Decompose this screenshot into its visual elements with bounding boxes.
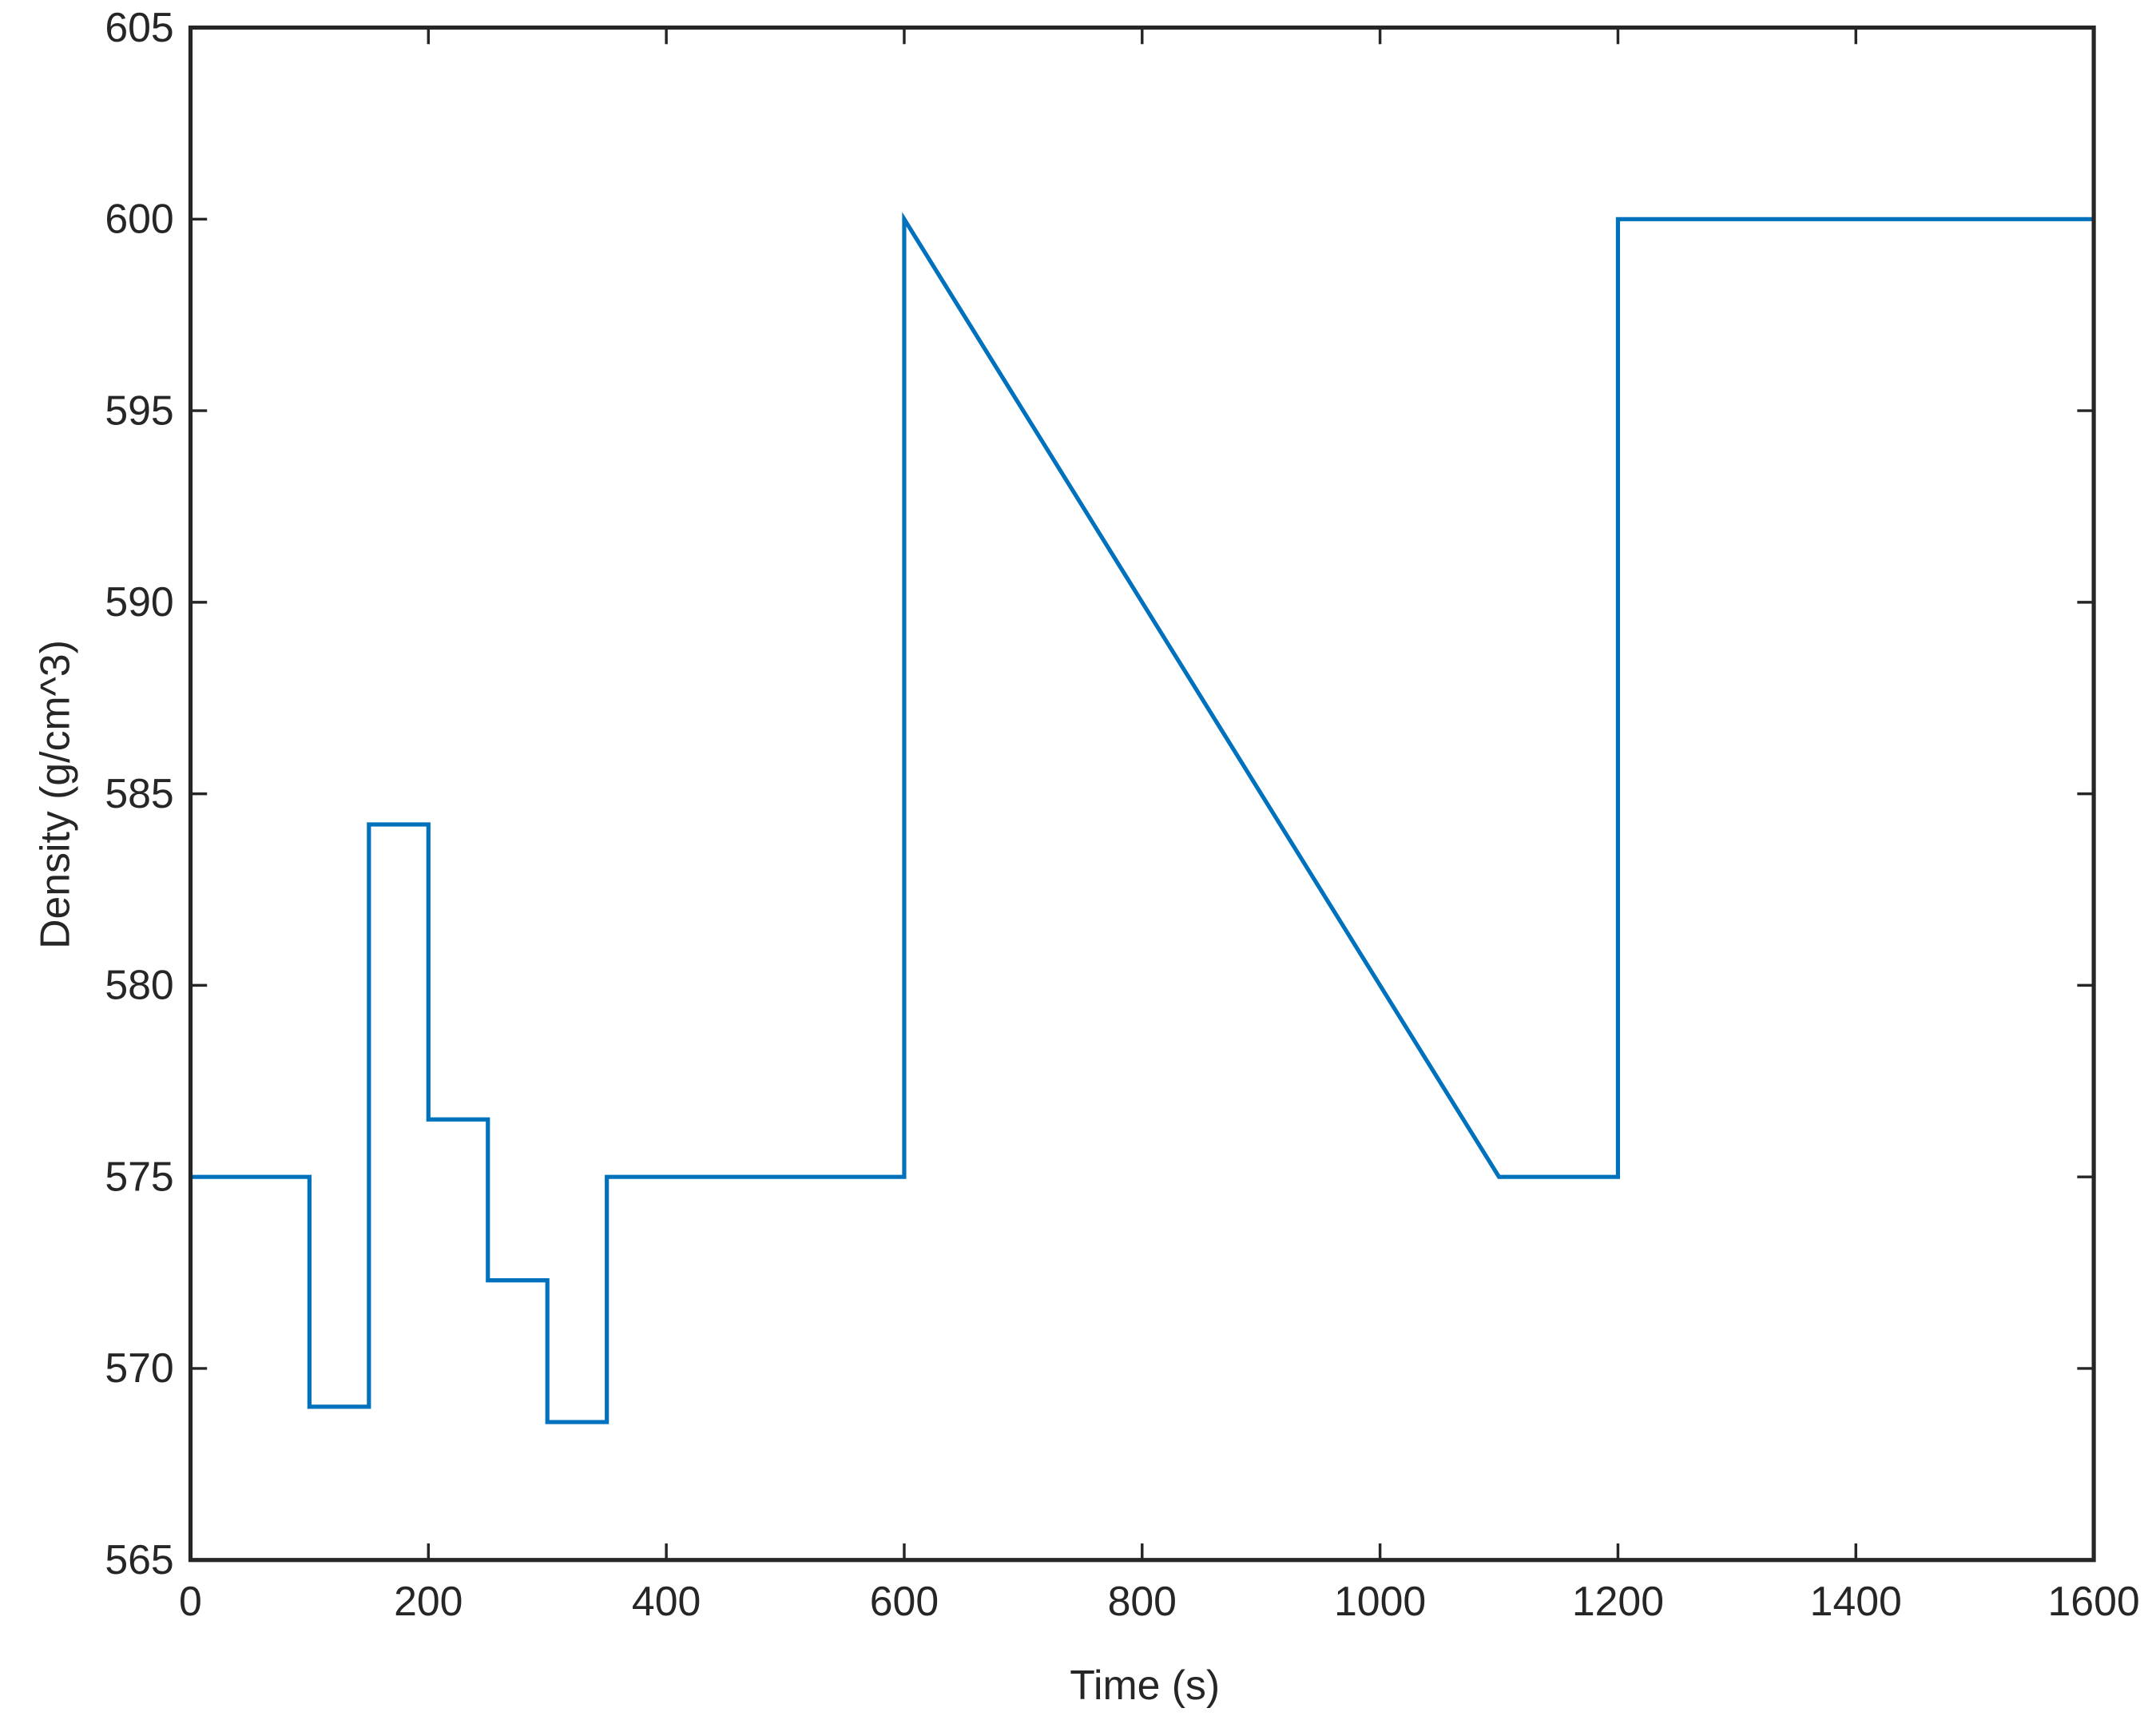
y-tick-label: 575: [105, 1153, 173, 1199]
x-tick-label: 1600: [2047, 1578, 2139, 1624]
x-axis-label: Time (s): [1070, 1662, 1220, 1708]
x-tick-label: 0: [179, 1578, 202, 1624]
x-tick-label: 1400: [1810, 1578, 1902, 1624]
data-line: [190, 212, 2094, 1424]
x-tick-label: 1000: [1334, 1578, 1426, 1624]
x-tick-label: 1200: [1572, 1578, 1664, 1624]
x-tick-label: 400: [632, 1578, 701, 1624]
y-tick-label: 580: [105, 962, 173, 1008]
y-tick-label: 565: [105, 1536, 173, 1583]
y-tick-label: 600: [105, 196, 173, 242]
x-tick-label: 800: [1108, 1578, 1177, 1624]
y-tick-label: 585: [105, 770, 173, 816]
y-tick-label: 605: [105, 4, 173, 50]
y-axis-label: Density (g/cm^3): [31, 640, 77, 949]
y-tick-label: 595: [105, 387, 173, 433]
x-tick-label: 600: [870, 1578, 939, 1624]
x-tick-label: 200: [394, 1578, 463, 1624]
y-tick-label: 570: [105, 1345, 173, 1391]
y-tick-label: 590: [105, 578, 173, 625]
plot-frame: [188, 25, 2096, 1563]
